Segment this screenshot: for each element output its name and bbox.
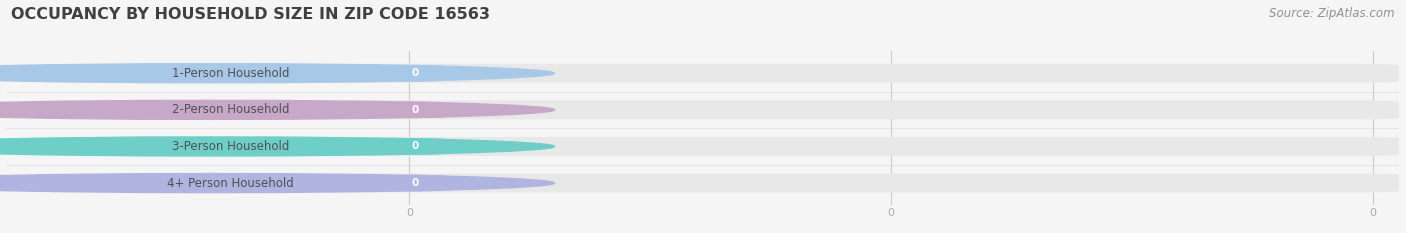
FancyBboxPatch shape bbox=[39, 174, 1399, 193]
FancyBboxPatch shape bbox=[39, 100, 1399, 119]
Text: 4+ Person Household: 4+ Person Household bbox=[167, 177, 294, 190]
Circle shape bbox=[0, 174, 554, 193]
FancyBboxPatch shape bbox=[385, 101, 446, 118]
Text: OCCUPANCY BY HOUSEHOLD SIZE IN ZIP CODE 16563: OCCUPANCY BY HOUSEHOLD SIZE IN ZIP CODE … bbox=[11, 7, 491, 22]
FancyBboxPatch shape bbox=[39, 137, 1399, 156]
Text: Source: ZipAtlas.com: Source: ZipAtlas.com bbox=[1270, 7, 1395, 20]
Text: 1-Person Household: 1-Person Household bbox=[172, 67, 290, 80]
FancyBboxPatch shape bbox=[69, 138, 392, 155]
FancyBboxPatch shape bbox=[385, 138, 446, 155]
FancyBboxPatch shape bbox=[39, 64, 1399, 83]
Circle shape bbox=[0, 100, 554, 119]
Text: 3-Person Household: 3-Person Household bbox=[172, 140, 290, 153]
Text: 0: 0 bbox=[412, 178, 419, 188]
Text: 0: 0 bbox=[412, 105, 419, 115]
Text: 0: 0 bbox=[412, 68, 419, 78]
FancyBboxPatch shape bbox=[69, 65, 392, 82]
FancyBboxPatch shape bbox=[385, 175, 446, 192]
Circle shape bbox=[0, 64, 554, 83]
Circle shape bbox=[0, 137, 554, 156]
Text: 0: 0 bbox=[412, 141, 419, 151]
FancyBboxPatch shape bbox=[69, 101, 392, 118]
FancyBboxPatch shape bbox=[69, 175, 392, 192]
Text: 2-Person Household: 2-Person Household bbox=[172, 103, 290, 116]
FancyBboxPatch shape bbox=[385, 65, 446, 82]
